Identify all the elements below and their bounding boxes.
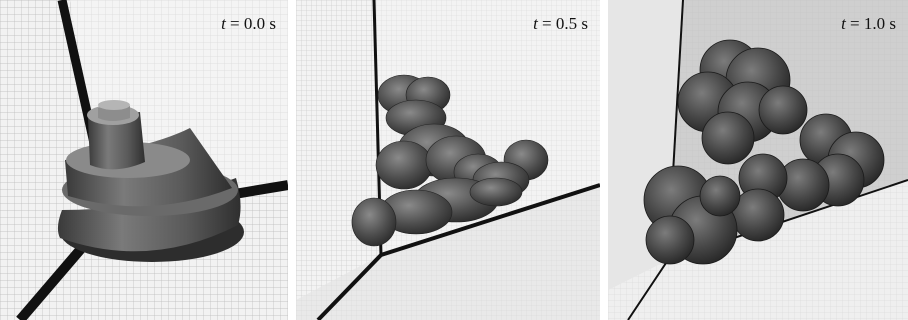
wall-edge <box>380 183 600 257</box>
wall-edge <box>627 259 669 320</box>
time-variable: t <box>841 14 846 33</box>
time-value: = 0.5 s <box>542 14 588 33</box>
frame-t05-render <box>296 0 600 320</box>
time-label: t = 1.0 s <box>841 14 896 34</box>
wall-edge <box>316 253 383 320</box>
fluid-blob-cluster <box>351 74 549 247</box>
time-label: t = 0.5 s <box>533 14 588 34</box>
frame-t0: t = 0.0 s <box>0 0 288 320</box>
time-value: = 1.0 s <box>850 14 896 33</box>
time-variable: t <box>533 14 538 33</box>
frame-t0-render <box>0 0 288 320</box>
time-value: = 0.0 s <box>230 14 276 33</box>
frame-t1: t = 1.0 s <box>608 0 908 320</box>
time-label: t = 0.0 s <box>221 14 276 34</box>
left-wall-grid <box>296 0 381 300</box>
initial-fluid-body <box>57 100 244 262</box>
time-variable: t <box>221 14 226 33</box>
frame-t1-render <box>608 0 908 320</box>
fluid-blob-cluster <box>643 39 885 265</box>
frame-t05: t = 0.5 s <box>296 0 600 320</box>
